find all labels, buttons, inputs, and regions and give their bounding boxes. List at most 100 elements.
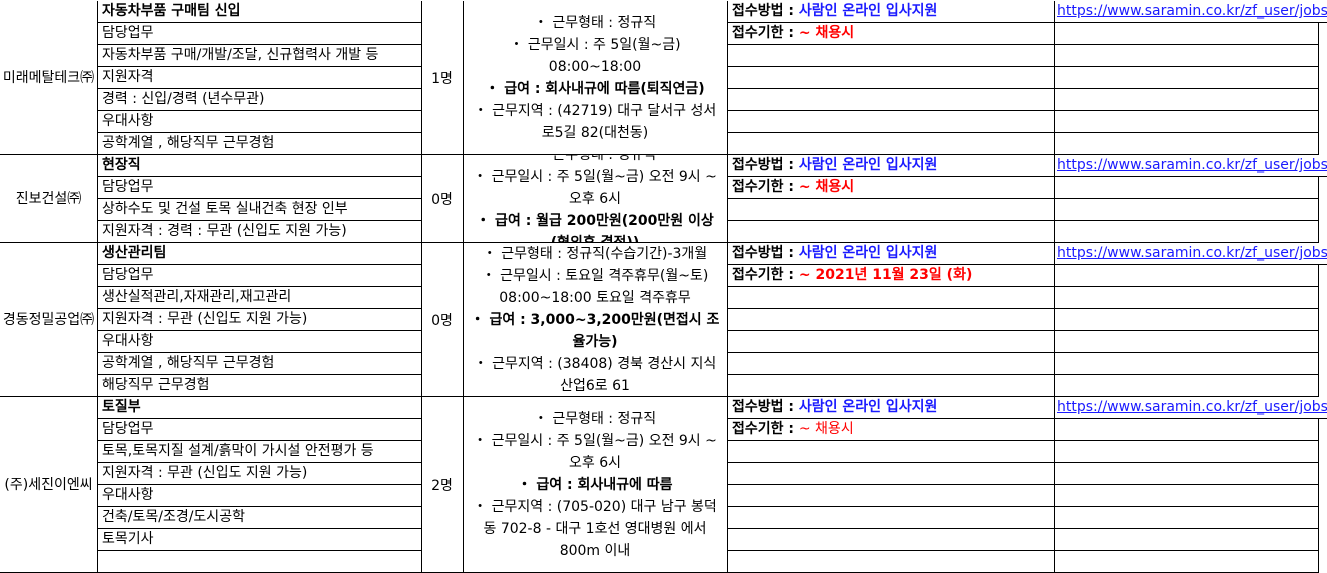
job-detail-cell[interactable]: 담당업무 <box>97 23 422 45</box>
deadline-value: ~ 2021년 11월 23일 (화) <box>798 267 973 283</box>
job-posting-block: 경동정밀공업㈜ 생산관리팀 담당업무 생산실적관리,자재관리,재고관리 지원자격 : 무… <box>0 243 1327 397</box>
url-cell[interactable]: https://www.saramin.co.kr/zf_user/jobs/r <box>1054 155 1327 177</box>
work-conditions-cell[interactable]: ・ 근무형태 : 정규직 ・ 근무일시 : 주 5일(월~금) 오전 9시 ~오후… <box>463 397 728 573</box>
company-name-cell[interactable]: (주)세진이엔씨 <box>0 397 98 573</box>
empty-cell[interactable] <box>727 309 1055 331</box>
empty-cell[interactable] <box>1054 67 1319 89</box>
job-detail-cell[interactable]: 담당업무 <box>97 177 422 199</box>
headcount-cell[interactable]: 1명 <box>421 1 464 155</box>
empty-cell[interactable] <box>1054 199 1319 221</box>
condition-item: ・ 근무형태 : 정규직 <box>533 410 657 427</box>
url-cell[interactable]: https://www.saramin.co.kr/zf_user/jobs/r <box>1054 243 1327 265</box>
job-detail-cell[interactable]: 담당업무 <box>97 265 422 287</box>
empty-cell[interactable] <box>1054 419 1319 441</box>
empty-cell[interactable] <box>1054 23 1319 45</box>
job-posting-link[interactable]: https://www.saramin.co.kr/zf_user/jobs/r <box>1057 245 1327 261</box>
empty-cell[interactable] <box>727 221 1055 243</box>
job-detail-cell[interactable]: 생산실적관리,자재관리,재고관리 <box>97 287 422 309</box>
empty-cell[interactable] <box>727 199 1055 221</box>
application-deadline-cell[interactable]: 접수기한 : ~ 채용시 <box>727 177 1055 199</box>
method-label: 접수방법 : <box>732 3 799 19</box>
headcount-cell[interactable]: 0명 <box>421 155 464 243</box>
empty-cell[interactable] <box>1054 177 1319 199</box>
job-detail-cell[interactable]: 해당직무 근무경험 <box>97 375 422 397</box>
job-posting-link[interactable]: https://www.saramin.co.kr/zf_user/jobs/r <box>1057 157 1327 173</box>
empty-cell[interactable] <box>1054 485 1319 507</box>
job-detail-cell[interactable]: 우대사항 <box>97 111 422 133</box>
job-detail-cell[interactable]: 경력 : 신입/경력 (년수무관) <box>97 89 422 111</box>
empty-cell[interactable] <box>727 89 1055 111</box>
application-method-cell[interactable]: 접수방법 : 사람인 온라인 입사지원 <box>727 243 1055 265</box>
headcount-cell[interactable]: 0명 <box>421 243 464 397</box>
job-detail-cell[interactable]: 건축/토목/조경/도시공학 <box>97 507 422 529</box>
application-deadline-cell[interactable]: 접수기한 : ~ 2021년 11월 23일 (화) <box>727 265 1055 287</box>
application-method-cell[interactable]: 접수방법 : 사람인 온라인 입사지원 <box>727 397 1055 419</box>
empty-cell[interactable] <box>1054 111 1319 133</box>
empty-cell[interactable] <box>1054 331 1319 353</box>
work-conditions-cell[interactable]: ・ 근무형태 : 정규직 ・ 근무일시 : 주 5일(월~금) 08:00~18:… <box>463 1 728 155</box>
condition-item: ・ 근무지역 : (705-020) 대구 남구 봉덕동 702-8 - 대구 … <box>473 498 717 559</box>
job-title-cell[interactable]: 토질부 <box>97 397 422 419</box>
job-detail-cell[interactable]: 지원자격 : 경력 : 무관 (신입도 지원 가능) <box>97 221 422 243</box>
empty-cell[interactable] <box>1054 89 1319 111</box>
job-detail-cell[interactable]: 공학계열 , 해당직무 근무경험 <box>97 353 422 375</box>
company-name-cell[interactable]: 미래메탈테크㈜ <box>0 1 98 155</box>
job-title-cell[interactable]: 현장직 <box>97 155 422 177</box>
job-title-cell[interactable]: 자동차부품 구매팀 신입 <box>97 1 422 23</box>
empty-cell[interactable] <box>1054 265 1319 287</box>
empty-cell[interactable] <box>727 353 1055 375</box>
empty-cell[interactable] <box>1054 287 1319 309</box>
empty-cell[interactable] <box>727 111 1055 133</box>
job-detail-cell[interactable]: 토목,토목지질 설계/흙막이 가시설 안전평가 등 <box>97 441 422 463</box>
job-detail-cell[interactable]: 담당업무 <box>97 419 422 441</box>
job-detail-cell[interactable]: 공학계열 , 해당직무 근무경험 <box>97 133 422 155</box>
job-detail-cell[interactable]: 우대사항 <box>97 485 422 507</box>
url-cell[interactable]: https://www.saramin.co.kr/zf_user/jobs/r <box>1054 1 1327 23</box>
empty-cell[interactable] <box>727 507 1055 529</box>
empty-cell[interactable] <box>1054 507 1319 529</box>
condition-item: ・ 근무지역 : (38408) 경북 경산시 지식산업6로 61 <box>473 355 717 394</box>
application-deadline-cell[interactable]: 접수기한 : ~ 채용시 <box>727 419 1055 441</box>
empty-cell[interactable] <box>727 529 1055 551</box>
empty-cell[interactable] <box>727 287 1055 309</box>
company-name-cell[interactable]: 경동정밀공업㈜ <box>0 243 98 397</box>
empty-cell[interactable] <box>1054 463 1319 485</box>
empty-cell[interactable] <box>1054 309 1319 331</box>
empty-cell[interactable] <box>1054 375 1319 397</box>
application-column: 접수방법 : 사람인 온라인 입사지원 접수기한 : ~ 채용시 <box>727 397 1055 573</box>
application-deadline-cell[interactable]: 접수기한 : ~ 채용시 <box>727 23 1055 45</box>
job-detail-cell[interactable]: 토목기사 <box>97 529 422 551</box>
job-detail-cell[interactable]: 지원자격 : 무관 (신입도 지원 가능) <box>97 463 422 485</box>
job-detail-cell[interactable]: 상하수도 및 건설 토목 실내건축 현장 인부 <box>97 199 422 221</box>
job-title-cell[interactable]: 생산관리팀 <box>97 243 422 265</box>
empty-cell[interactable] <box>727 441 1055 463</box>
job-detail-cell[interactable]: 우대사항 <box>97 331 422 353</box>
empty-cell[interactable] <box>727 133 1055 155</box>
company-name-cell[interactable]: 진보건설㈜ <box>0 155 98 243</box>
application-method-cell[interactable]: 접수방법 : 사람인 온라인 입사지원 <box>727 1 1055 23</box>
empty-cell[interactable] <box>727 331 1055 353</box>
deadline-label: 접수기한 : <box>732 179 799 195</box>
empty-cell[interactable] <box>1054 133 1319 155</box>
job-detail-cell[interactable]: 지원자격 <box>97 67 422 89</box>
method-label: 접수방법 : <box>732 157 799 173</box>
empty-cell[interactable] <box>727 45 1055 67</box>
job-detail-cell[interactable]: 자동차부품 구매/개발/조달, 신규협력사 개발 등 <box>97 45 422 67</box>
headcount-cell[interactable]: 2명 <box>421 397 464 573</box>
application-method-cell[interactable]: 접수방법 : 사람인 온라인 입사지원 <box>727 155 1055 177</box>
job-detail-cell[interactable]: 지원자격 : 무관 (신입도 지원 가능) <box>97 309 422 331</box>
job-posting-link[interactable]: https://www.saramin.co.kr/zf_user/jobs/r <box>1057 3 1327 19</box>
empty-cell[interactable] <box>727 375 1055 397</box>
empty-cell[interactable] <box>1054 529 1319 551</box>
empty-cell[interactable] <box>727 485 1055 507</box>
work-conditions-cell[interactable]: ・ 근무형태 : 정규직(수습기간)-3개월 ・ 근무일시 : 토요일 격주휴무(… <box>463 243 728 397</box>
url-cell[interactable]: https://www.saramin.co.kr/zf_user/jobs/r <box>1054 397 1327 419</box>
empty-cell[interactable] <box>1054 221 1319 243</box>
job-posting-link[interactable]: https://www.saramin.co.kr/zf_user/jobs/r <box>1057 399 1327 415</box>
work-conditions-cell[interactable]: ・ 근무형태 : 정규직 ・ 근무일시 : 주 5일(월~금) 오전 9시 ~오후… <box>463 155 728 243</box>
empty-cell[interactable] <box>1054 441 1319 463</box>
empty-cell[interactable] <box>727 67 1055 89</box>
empty-cell[interactable] <box>1054 353 1319 375</box>
empty-cell[interactable] <box>1054 45 1319 67</box>
empty-cell[interactable] <box>727 463 1055 485</box>
